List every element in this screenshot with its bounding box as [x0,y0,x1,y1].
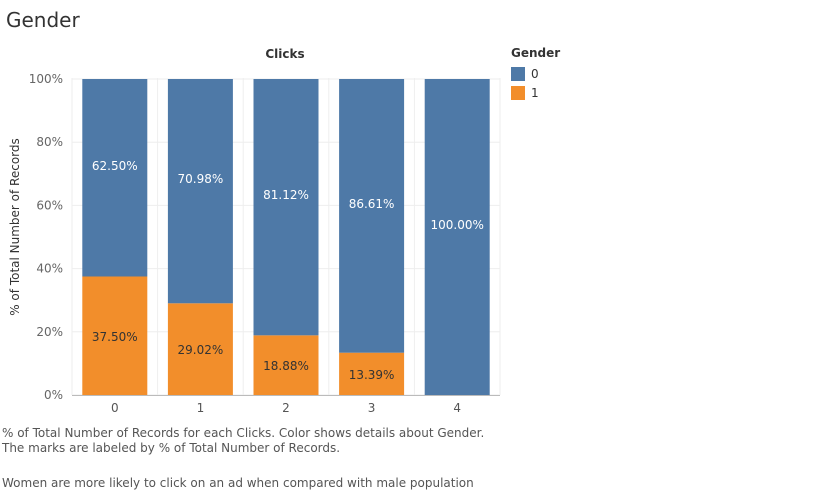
chart-note: Women are more likely to click on an ad … [2,476,474,490]
bar-gender-0-clicks-1[interactable] [167,79,233,304]
data-labels: 37.50% 62.50% 29.02% 70.98% 18.88% 81.12% 13.3… [92,159,484,382]
y-tick-label: 60% [36,198,63,212]
legend-label-1: 1 [531,85,539,100]
y-tick-label: 40% [36,262,63,276]
bar-gender-1-clicks-1[interactable] [167,303,233,395]
y-tick-label: 80% [36,135,63,149]
legend-swatch-0 [511,66,525,81]
chart-title: Clicks [265,47,304,61]
legend-item-0[interactable]: 0 [511,64,560,83]
chart-caption: % of Total Number of Records for each Cl… [2,426,485,455]
data-label: 29.02% [178,343,224,357]
data-label: 100.00% [431,218,484,232]
x-tick-label: 2 [282,401,290,415]
legend-label-0: 0 [531,66,539,81]
data-label: 70.98% [178,172,224,186]
data-label: 86.61% [349,197,395,211]
y-tick-label: 20% [36,325,63,339]
data-label: 37.50% [92,330,138,344]
bar-gender-0-clicks-3[interactable] [339,79,405,353]
bars [82,79,490,396]
legend-swatch-1 [511,85,525,100]
bar-gender-0-clicks-2[interactable] [253,79,319,336]
x-tick-label: 0 [111,401,119,415]
bar-gender-0-clicks-4[interactable] [424,79,490,395]
bar-gender-1-clicks-2[interactable] [253,335,319,395]
legend-item-1[interactable]: 1 [511,83,560,102]
y-tick-label: 100% [29,72,63,86]
y-tick-label: 0% [44,388,63,402]
data-label: 18.88% [263,359,309,373]
bar-gender-1-clicks-3[interactable] [339,352,405,395]
legend-title: Gender [511,46,561,60]
page-title: Gender [6,8,80,32]
x-tick-label: 3 [368,401,376,415]
data-label: 81.12% [263,188,309,202]
bar-gender-1-clicks-0[interactable] [82,276,148,396]
legend: Gender 0 1 [511,46,560,102]
x-tick-label: 1 [197,401,205,415]
data-label: 13.39% [349,368,395,382]
x-tick-label: 4 [453,401,461,415]
data-label: 62.50% [92,159,138,173]
axes: 0% 20% 40% 60% 80% 100% 0 1 2 3 4 [29,72,500,415]
y-axis-label: % of Total Number of Records [8,138,22,316]
bar-gender-0-clicks-0[interactable] [82,79,148,277]
